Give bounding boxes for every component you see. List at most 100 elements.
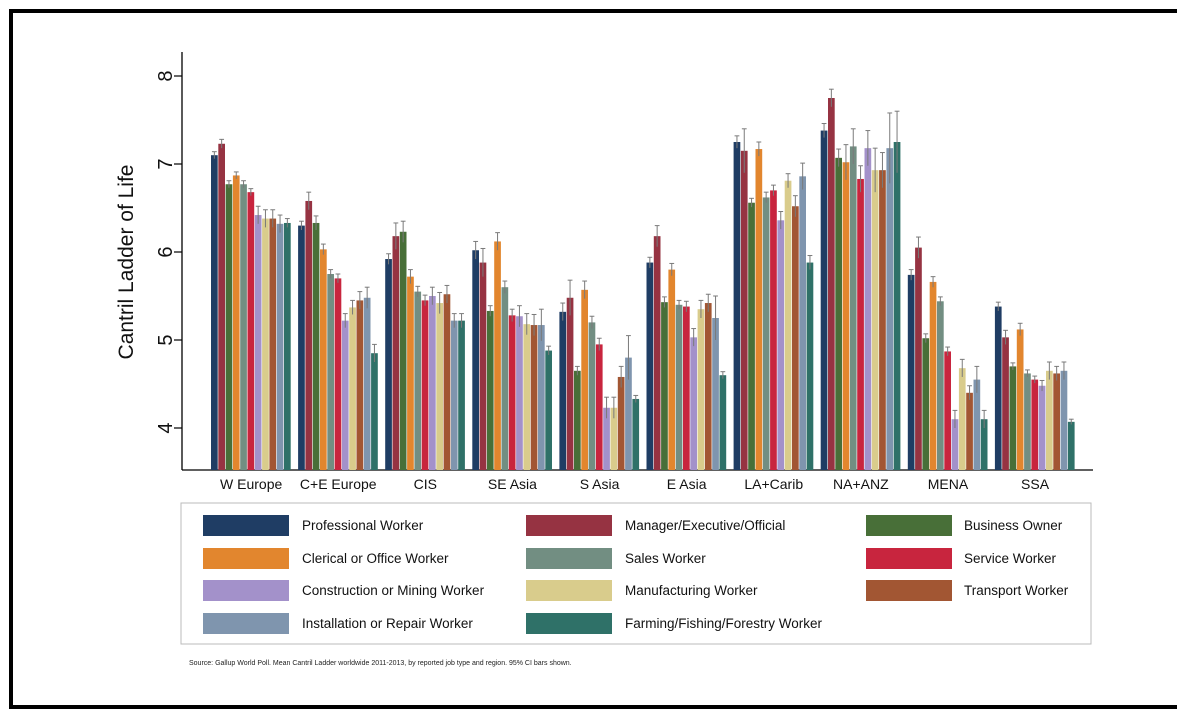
bar — [994, 306, 1002, 470]
bar — [538, 325, 545, 470]
category-label: LA+Carib — [744, 476, 803, 492]
bar — [871, 170, 879, 470]
legend-swatch — [526, 515, 612, 536]
bar — [668, 269, 676, 470]
bar — [849, 146, 857, 470]
bar — [479, 262, 487, 470]
bars — [211, 88, 1075, 471]
category-label: SSA — [1021, 476, 1050, 492]
bar — [762, 197, 770, 470]
bar — [530, 325, 538, 470]
bar — [915, 247, 922, 470]
bar — [516, 316, 523, 470]
bar — [610, 407, 618, 470]
bar — [450, 320, 458, 470]
legend-swatch — [526, 580, 612, 601]
bar — [973, 379, 981, 470]
bar — [712, 318, 719, 470]
bar — [777, 220, 785, 470]
bar — [857, 178, 864, 470]
bar — [421, 300, 429, 470]
bar — [334, 278, 342, 470]
bar — [704, 303, 712, 470]
bar — [1053, 373, 1060, 470]
bar — [588, 322, 596, 470]
bar — [501, 287, 509, 470]
bar — [371, 353, 378, 470]
y-tick-label: 6 — [155, 246, 177, 257]
bar — [937, 301, 944, 470]
bar — [545, 350, 552, 470]
bar — [683, 306, 690, 470]
bar — [661, 302, 668, 470]
legend-label: Business Owner — [964, 518, 1063, 533]
bar — [748, 202, 755, 470]
bar — [443, 294, 451, 470]
bar — [864, 148, 872, 470]
y-tick-label: 7 — [155, 158, 177, 169]
bar — [958, 368, 966, 470]
bar — [566, 297, 574, 470]
bar — [617, 376, 625, 470]
bar — [799, 176, 806, 470]
bar — [697, 309, 705, 470]
y-tick-label: 5 — [155, 334, 177, 345]
bar — [574, 370, 581, 470]
bar — [284, 222, 291, 470]
bar — [225, 184, 233, 471]
bar — [719, 375, 727, 470]
bar — [784, 180, 792, 470]
y-tick-label: 8 — [155, 70, 177, 81]
legend-swatch — [203, 580, 289, 601]
y-axis-label: Cantril Ladder of Life — [115, 165, 138, 360]
bar — [254, 215, 262, 470]
bar — [312, 222, 320, 470]
bar — [733, 142, 741, 470]
source-note: Source: Gallup World Poll. Mean Cantril … — [189, 660, 572, 667]
bar — [305, 200, 313, 470]
bar — [603, 407, 610, 470]
bar — [320, 249, 327, 470]
legend-swatch — [203, 548, 289, 569]
legend-swatch — [203, 613, 289, 634]
legend-label: Professional Worker — [302, 518, 424, 533]
legend-label: Construction or Mining Worker — [302, 583, 485, 598]
bar — [385, 259, 392, 470]
bar — [276, 223, 284, 470]
bar — [298, 225, 305, 470]
category-label: W Europe — [220, 476, 282, 492]
legend-swatch — [866, 515, 952, 536]
legend-label: Manufacturing Worker — [625, 583, 758, 598]
bar — [486, 310, 494, 470]
bar — [407, 276, 414, 470]
bar — [1046, 370, 1053, 470]
bar — [646, 262, 654, 470]
bar — [820, 130, 828, 470]
bar — [842, 162, 850, 471]
bar — [218, 143, 225, 470]
bar — [595, 344, 603, 470]
legend-label: Sales Worker — [625, 551, 706, 566]
bar — [356, 300, 364, 470]
bar — [690, 337, 697, 470]
bar — [1060, 370, 1068, 470]
bar — [980, 419, 988, 470]
bar — [327, 274, 334, 470]
legend-label: Manager/Executive/Official — [625, 518, 785, 533]
bar — [966, 392, 973, 470]
legend-swatch — [203, 515, 289, 536]
y-tick-label: 4 — [155, 422, 177, 433]
bar — [770, 190, 777, 470]
bar — [907, 274, 915, 470]
bar — [675, 304, 683, 470]
bar — [886, 148, 894, 470]
category-label: CIS — [414, 476, 437, 492]
bar — [508, 315, 516, 470]
bar — [1038, 385, 1046, 470]
bar — [341, 320, 349, 470]
bar — [436, 303, 443, 470]
category-label: MENA — [928, 476, 969, 492]
bar — [893, 142, 901, 470]
bar — [262, 218, 269, 470]
bar — [792, 206, 799, 471]
